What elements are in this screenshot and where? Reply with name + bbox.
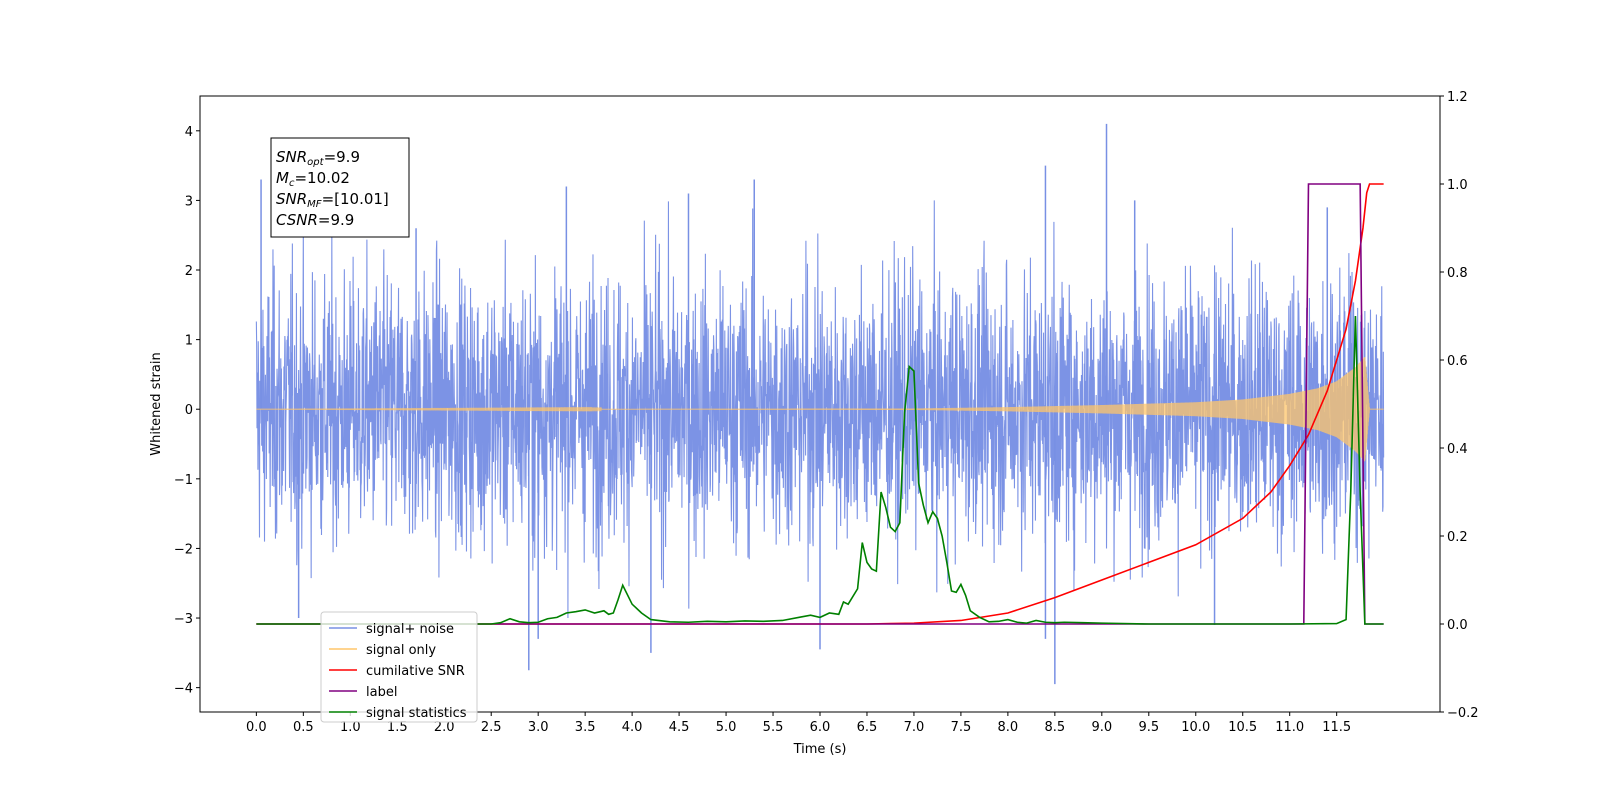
- series-signal-statistics-line: [256, 315, 1384, 625]
- y2-tick-label: 1.0: [1447, 178, 1468, 193]
- y-tick-label: 1: [185, 334, 193, 349]
- x-tick-label: 10.0: [1181, 720, 1210, 735]
- y-tick-label: −1: [174, 473, 193, 488]
- y-axis-label: Whitened strain: [149, 352, 164, 455]
- annotation-line: CSNR=9.9: [276, 211, 354, 229]
- x-tick-label: 3.0: [528, 720, 549, 735]
- y-tick-label: 3: [185, 194, 193, 209]
- x-tick-label: 2.0: [434, 720, 455, 735]
- legend-label: signal only: [366, 643, 436, 658]
- x-tick-label: 11.5: [1322, 720, 1351, 735]
- annotation-line: SNRMF=[10.01]: [276, 190, 389, 210]
- y-tick-label: −2: [174, 542, 193, 557]
- y2-tick-label: 0.0: [1447, 618, 1468, 633]
- x-tick-label: 11.0: [1275, 720, 1304, 735]
- x-tick-label: 8.0: [998, 720, 1019, 735]
- x-tick-label: 1.5: [387, 720, 408, 735]
- series-signal-only-line: [256, 357, 1384, 462]
- x-tick-label: 10.5: [1228, 720, 1257, 735]
- x-tick-label: 7.0: [904, 720, 925, 735]
- y-tick-label: 2: [185, 264, 193, 279]
- y2-tick-label: 1.2: [1447, 90, 1468, 105]
- y-tick-label: −3: [174, 612, 193, 627]
- y2-tick-label: 0.2: [1447, 530, 1468, 545]
- series-signal-noise-extremes: [260, 123, 1329, 685]
- legend-label: label: [366, 685, 397, 700]
- x-tick-label: 2.5: [481, 720, 502, 735]
- legend-label: signal+ noise: [366, 622, 454, 637]
- series-cumulative-snr-line: [256, 183, 1384, 625]
- y2-tick-label: −0.2: [1447, 706, 1479, 721]
- y-tick-label: −4: [174, 682, 193, 697]
- x-tick-label: 9.0: [1091, 720, 1112, 735]
- x-tick-label: 0.0: [246, 720, 267, 735]
- y2-tick-label: 0.8: [1447, 266, 1468, 281]
- ticks: 0.0 0.5 1.0 1.5 2.0 2.5 3.0 3.5 4.0 4.5 5.0 5.5 6.0 6…: [174, 90, 1479, 735]
- y2-tick-label: 0.4: [1447, 442, 1468, 457]
- plot-area: [255, 123, 1385, 685]
- x-tick-label: 3.5: [575, 720, 596, 735]
- legend-label: cumilative SNR: [366, 664, 465, 679]
- x-tick-label: 4.0: [622, 720, 643, 735]
- x-tick-label: 1.0: [340, 720, 361, 735]
- x-tick-label: 5.0: [716, 720, 737, 735]
- y2-tick-label: 0.6: [1447, 354, 1468, 369]
- x-tick-label: 6.5: [857, 720, 878, 735]
- x-axis-label: Time (s): [793, 742, 847, 757]
- y-tick-label: 0: [185, 403, 193, 418]
- x-tick-label: 8.5: [1045, 720, 1066, 735]
- x-tick-label: 6.0: [810, 720, 831, 735]
- x-tick-label: 5.5: [763, 720, 784, 735]
- x-tick-label: 4.5: [669, 720, 690, 735]
- legend: signal+ noise signal only cumilative SNR la…: [320, 611, 478, 723]
- y-tick-label: 4: [185, 125, 193, 140]
- x-tick-label: 7.5: [951, 720, 972, 735]
- legend-label: signal statistics: [366, 706, 467, 721]
- annotation-frame: [270, 137, 410, 238]
- x-tick-label: 0.5: [293, 720, 314, 735]
- x-tick-label: 9.5: [1138, 720, 1159, 735]
- annotation-line: Mc=10.02: [276, 169, 350, 189]
- legend-frame: [320, 611, 478, 723]
- annotation-line: SNRopt=9.9: [276, 148, 360, 168]
